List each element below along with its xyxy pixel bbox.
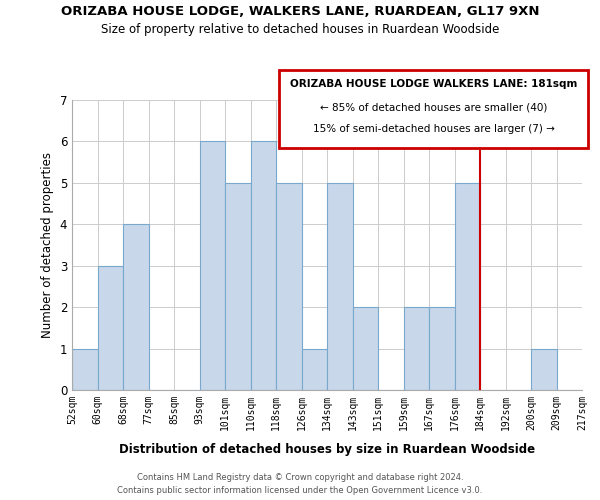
Bar [251,142,276,390]
Bar [123,224,149,390]
Bar [327,183,353,390]
Text: ← 85% of detached houses are smaller (40): ← 85% of detached houses are smaller (40… [320,102,547,113]
Y-axis label: Number of detached properties: Number of detached properties [41,152,54,338]
Bar [199,142,225,390]
Bar [72,348,97,390]
Text: ORIZABA HOUSE LODGE WALKERS LANE: 181sqm: ORIZABA HOUSE LODGE WALKERS LANE: 181sqm [290,80,577,90]
Bar [429,307,455,390]
Bar [404,307,429,390]
Text: Size of property relative to detached houses in Ruardean Woodside: Size of property relative to detached ho… [101,22,499,36]
Bar [353,307,378,390]
Bar [302,348,327,390]
Text: Contains public sector information licensed under the Open Government Licence v3: Contains public sector information licen… [118,486,482,495]
Polygon shape [279,70,588,148]
Text: Contains HM Land Registry data © Crown copyright and database right 2024.: Contains HM Land Registry data © Crown c… [137,472,463,482]
Bar [455,183,480,390]
Bar [276,183,302,390]
Text: ORIZABA HOUSE LODGE, WALKERS LANE, RUARDEAN, GL17 9XN: ORIZABA HOUSE LODGE, WALKERS LANE, RUARD… [61,5,539,18]
Text: Distribution of detached houses by size in Ruardean Woodside: Distribution of detached houses by size … [119,442,535,456]
Bar [531,348,557,390]
Bar [97,266,123,390]
Bar [225,183,251,390]
Text: 15% of semi-detached houses are larger (7) →: 15% of semi-detached houses are larger (… [313,124,554,134]
